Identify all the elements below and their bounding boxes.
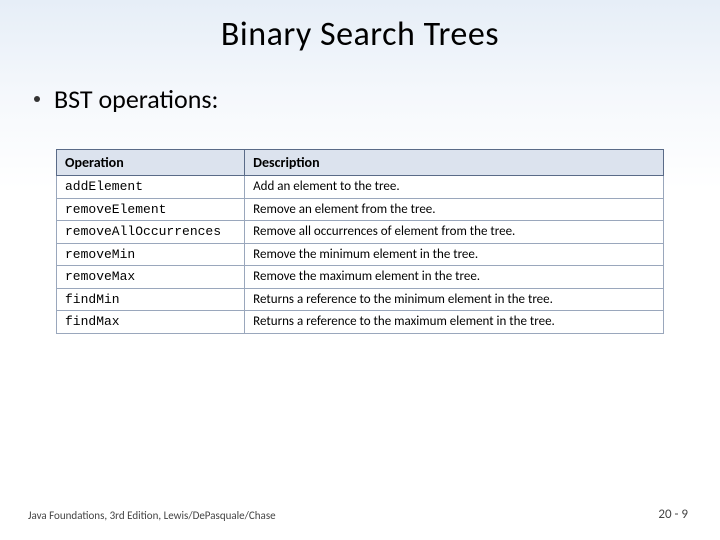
cell-description: Remove all occurrences of element from t… (245, 221, 664, 244)
table-row: addElement Add an element to the tree. (57, 176, 664, 199)
col-header-description: Description (245, 150, 664, 176)
cell-operation: findMin (57, 288, 245, 311)
cell-operation: removeAllOccurrences (57, 221, 245, 244)
cell-operation: removeMax (57, 266, 245, 289)
table-row: findMax Returns a reference to the maxim… (57, 311, 664, 334)
cell-description: Remove an element from the tree. (245, 198, 664, 221)
cell-description: Remove the minimum element in the tree. (245, 243, 664, 266)
cell-operation: removeMin (57, 243, 245, 266)
slide-title: Binary Search Trees (0, 0, 720, 55)
slide-number: 20 - 9 (658, 507, 688, 522)
table-row: findMin Returns a reference to the minim… (57, 288, 664, 311)
table-row: removeAllOccurrences Remove all occurren… (57, 221, 664, 244)
table-row: removeMin Remove the minimum element in … (57, 243, 664, 266)
cell-operation: addElement (57, 176, 245, 199)
cell-description: Remove the maximum element in the tree. (245, 266, 664, 289)
bullet-text: BST operations: (54, 83, 219, 115)
table-row: removeElement Remove an element from the… (57, 198, 664, 221)
col-header-operation: Operation (57, 150, 245, 176)
table-row: removeMax Remove the maximum element in … (57, 266, 664, 289)
operations-table-container: Operation Description addElement Add an … (56, 149, 664, 334)
table-header-row: Operation Description (57, 150, 664, 176)
operations-table: Operation Description addElement Add an … (56, 149, 664, 334)
cell-description: Returns a reference to the maximum eleme… (245, 311, 664, 334)
cell-description: Add an element to the tree. (245, 176, 664, 199)
cell-operation: findMax (57, 311, 245, 334)
cell-operation: removeElement (57, 198, 245, 221)
bullet-item: BST operations: (34, 83, 720, 115)
cell-description: Returns a reference to the minimum eleme… (245, 288, 664, 311)
footer-citation: Java Foundations, 3rd Edition, Lewis/DeP… (28, 509, 276, 522)
bullet-dot-icon (34, 96, 40, 102)
